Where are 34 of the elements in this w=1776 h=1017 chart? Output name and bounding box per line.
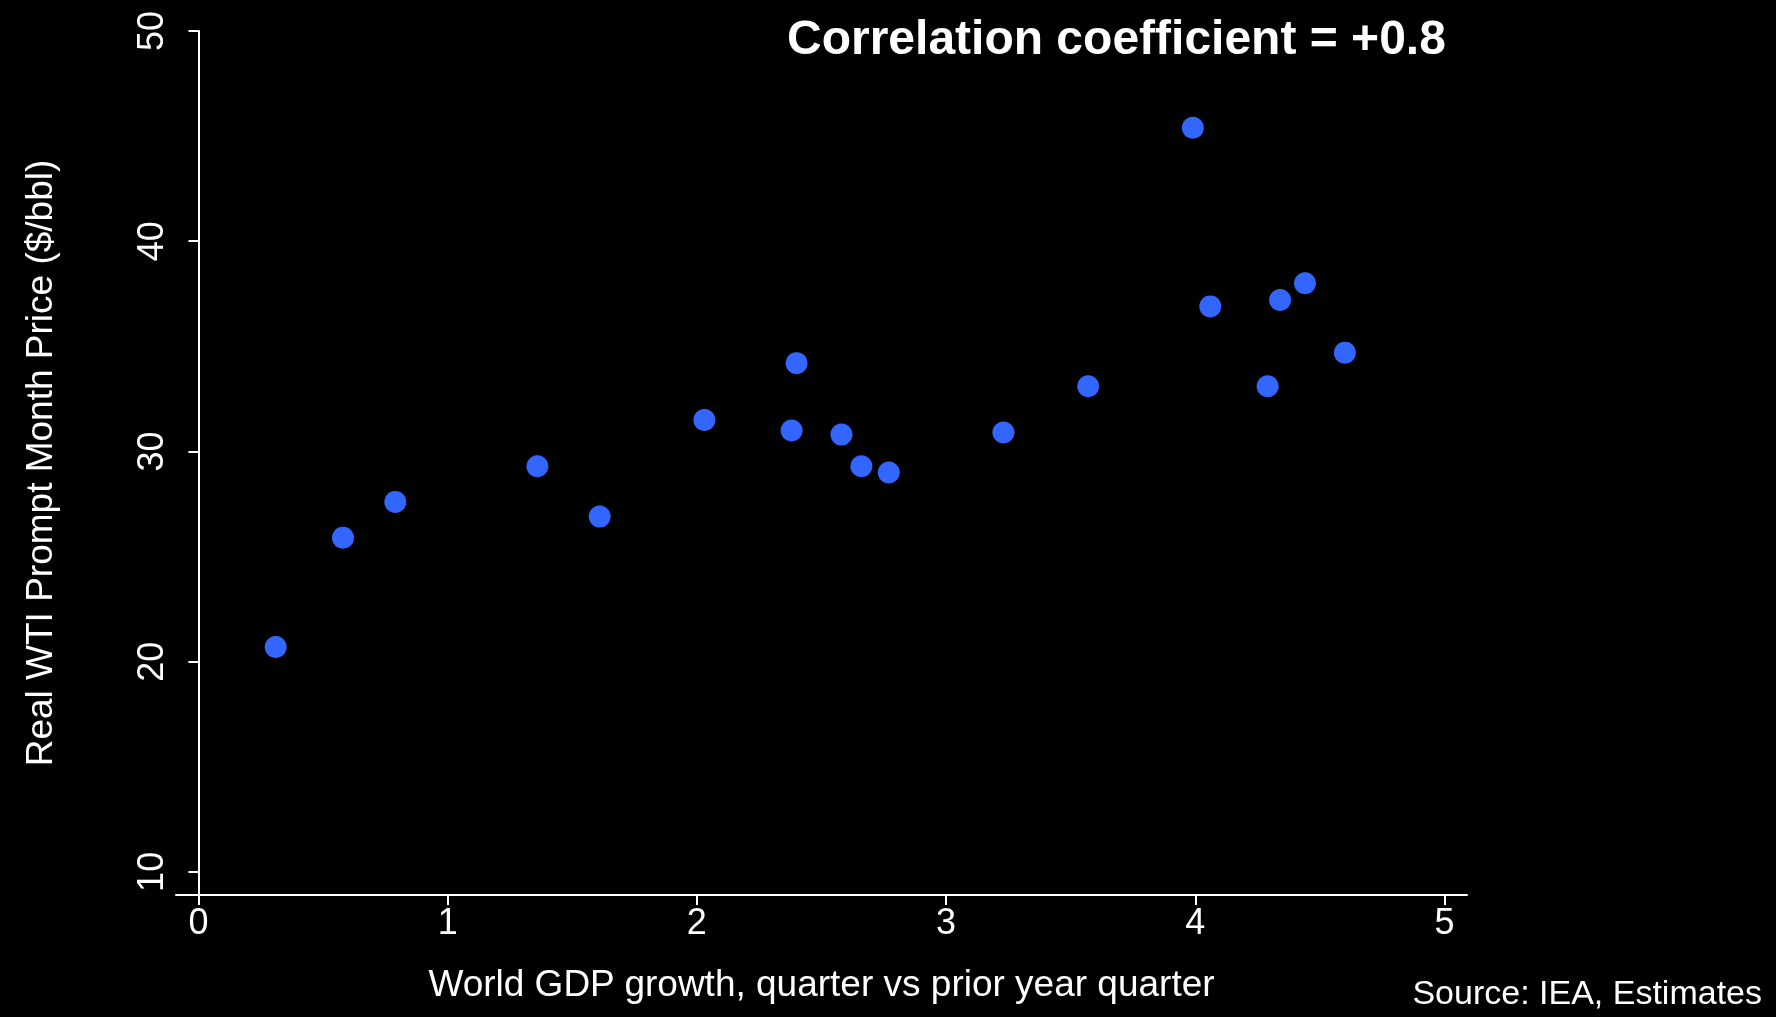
point (526, 455, 549, 478)
x-tick-label: 4 (1185, 900, 1206, 942)
y-axis-title: Real WTI Prompt Month Price ($/bbl) (19, 159, 60, 767)
point (780, 419, 803, 442)
point (1181, 116, 1204, 139)
point (992, 421, 1015, 444)
y-tick-label: 50 (129, 10, 171, 52)
point (785, 352, 808, 375)
y-tick-label: 30 (129, 431, 171, 472)
y-tick-label: 40 (129, 221, 171, 262)
x-tick-label: 1 (437, 900, 458, 942)
x-axis-title: World GDP growth, quarter vs prior year quarter (428, 963, 1215, 1004)
point (264, 635, 287, 658)
point (332, 526, 354, 549)
point (1269, 289, 1292, 312)
point (877, 461, 900, 484)
point (850, 455, 873, 478)
point (1256, 375, 1279, 398)
chart-title: Correlation coefficient = +0.8 (787, 10, 1446, 64)
point (693, 408, 716, 431)
x-tick-label: 3 (936, 900, 957, 942)
point (1077, 375, 1100, 398)
point (1199, 295, 1222, 318)
x-tick-label: 2 (686, 900, 707, 942)
point (384, 490, 407, 513)
point (1294, 272, 1316, 295)
x-tick-label: 5 (1434, 900, 1455, 942)
point (830, 423, 853, 446)
source-note: Source: IEA, Estimates (1412, 973, 1763, 1011)
x-tick-label: 0 (188, 900, 209, 942)
y-tick-label: 20 (129, 641, 171, 682)
point (588, 505, 611, 528)
point (1333, 341, 1356, 364)
y-tick-label: 10 (129, 851, 171, 892)
